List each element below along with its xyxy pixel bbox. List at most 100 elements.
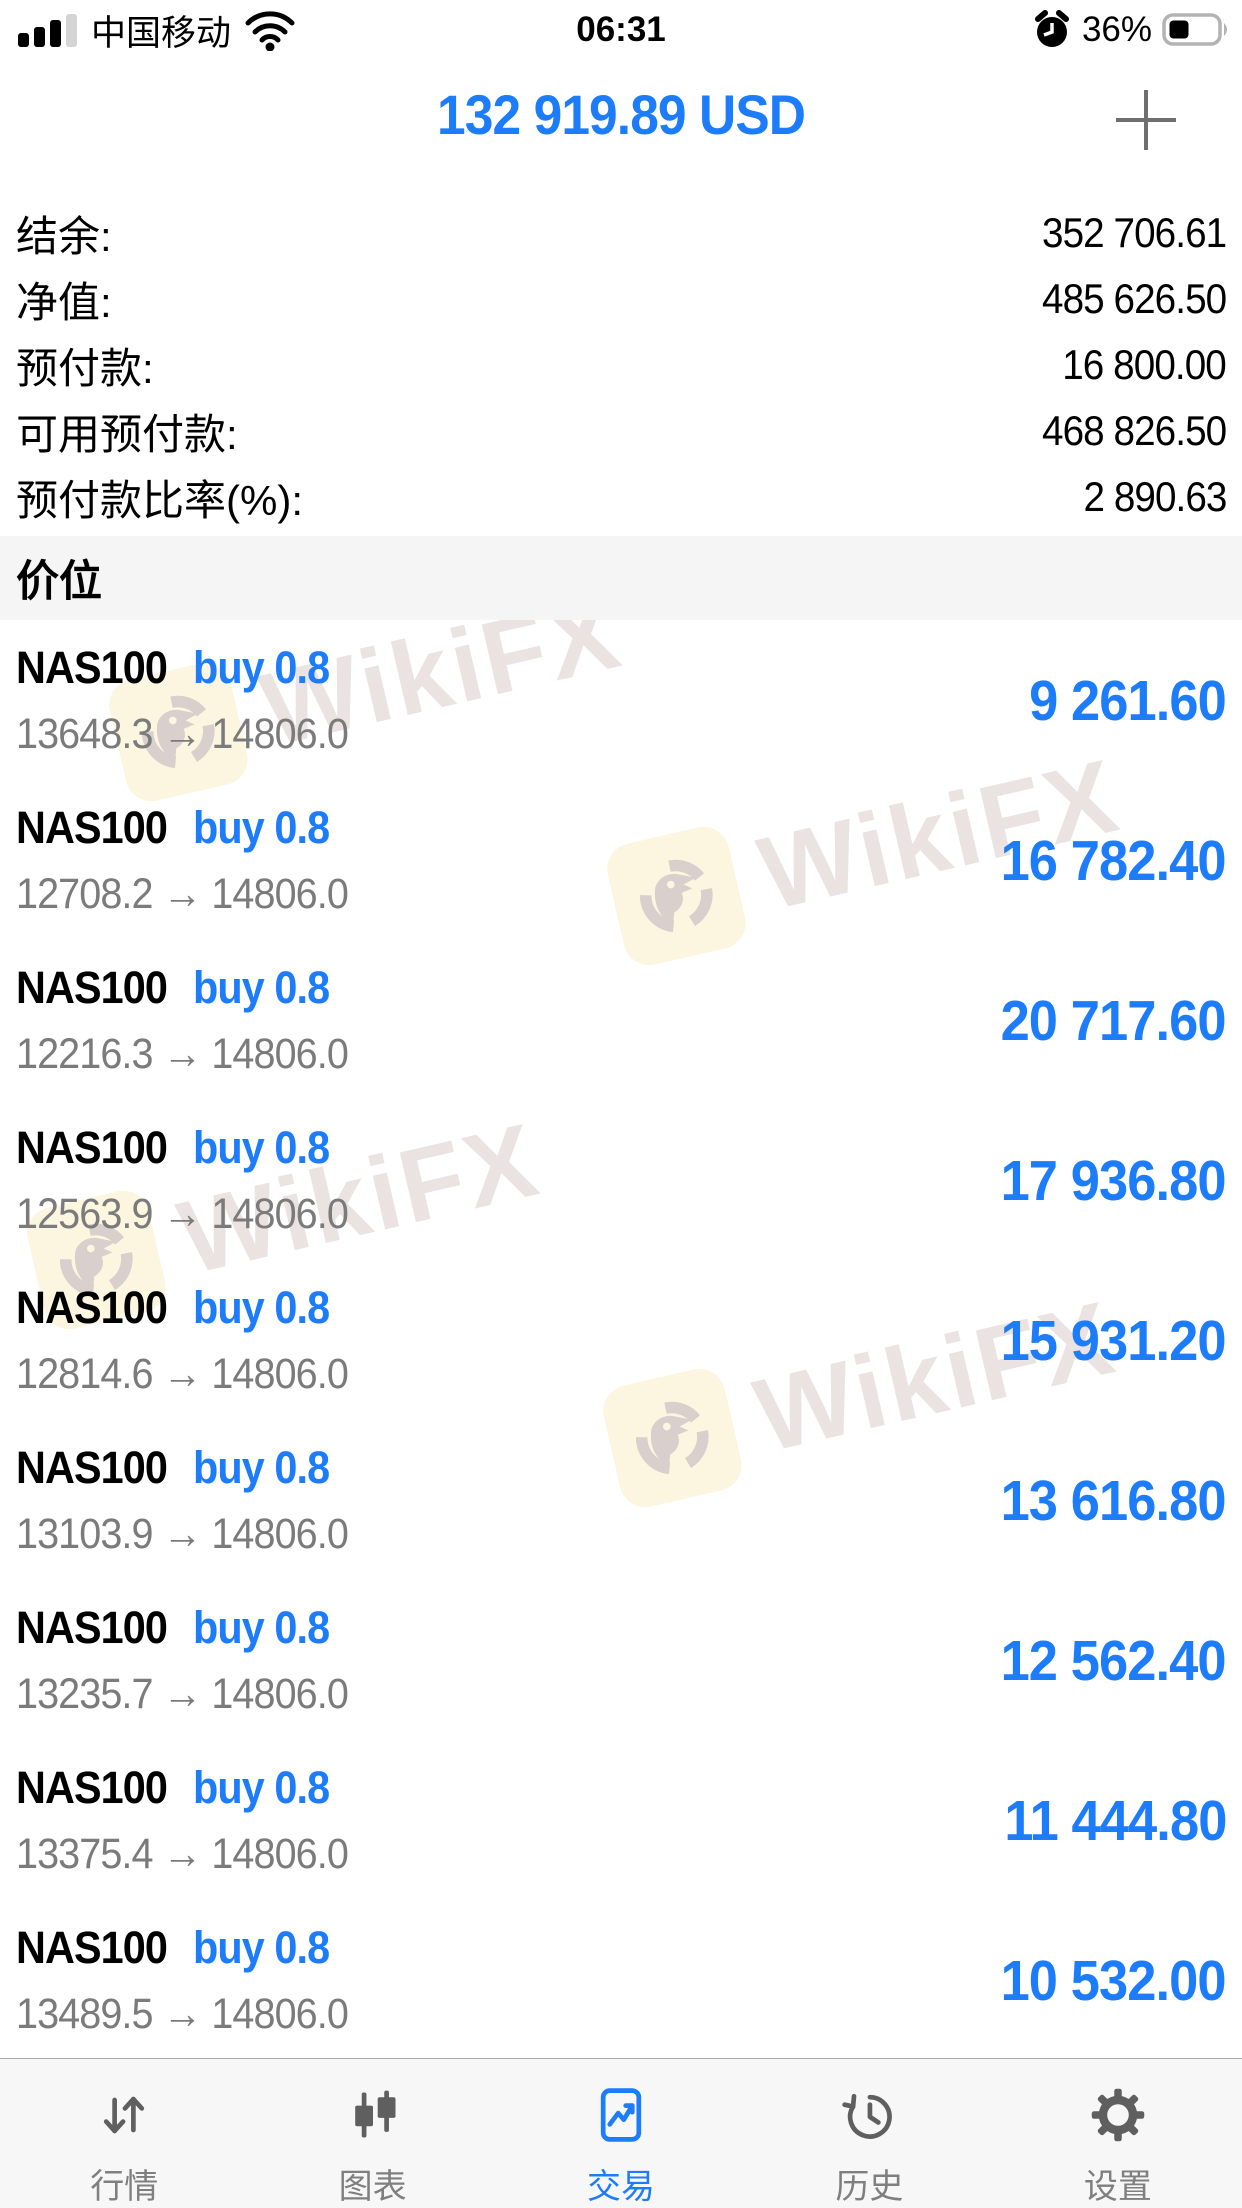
summary-value: 352 706.61 <box>1041 209 1227 256</box>
signal-icon <box>18 13 77 47</box>
table-row[interactable]: NAS100 buy 0.8 13489.5 → 14806.0 10 532.… <box>0 1900 1242 2060</box>
symbol-label: NAS100 <box>16 1922 168 1973</box>
table-row[interactable]: NAS100 buy 0.8 13235.7 → 14806.0 12 562.… <box>0 1580 1242 1740</box>
trade-profit: 20 717.60 <box>1000 989 1227 1053</box>
trade-profit: 12 562.40 <box>1000 1629 1227 1693</box>
summary-label: 结余: <box>16 212 112 260</box>
symbol-label: NAS100 <box>16 1282 168 1333</box>
summary-value: 468 826.50 <box>1041 407 1227 454</box>
side-volume-label: buy 0.8 <box>192 1922 330 1973</box>
summary-row-equity: 净值: 485 626.50 <box>0 266 1242 332</box>
summary-label: 预付款: <box>16 344 154 392</box>
trade-symbol-line: NAS100 buy 0.8 <box>16 962 341 1014</box>
trade-symbol-line: NAS100 buy 0.8 <box>16 1442 341 1494</box>
trade-symbol-line: NAS100 buy 0.8 <box>16 642 341 694</box>
trade-prices: 12216.3 → 14806.0 <box>16 1030 349 1078</box>
candlestick-chart-icon <box>341 2085 405 2145</box>
wikifx-watermark: WikiFX <box>104 570 633 807</box>
side-volume-label: buy 0.8 <box>192 802 330 853</box>
trade-profit: 16 782.40 <box>1000 829 1227 893</box>
tab-charts[interactable]: 图表 <box>248 2059 496 2208</box>
table-row[interactable]: NAS100 buy 0.8 12216.3 → 14806.0 20 717.… <box>0 940 1242 1100</box>
tab-settings[interactable]: 设置 <box>994 2059 1242 2208</box>
symbol-label: NAS100 <box>16 1122 168 1173</box>
trade-profit: 11 444.80 <box>1003 1789 1227 1853</box>
summary-label: 预付款比率(%): <box>16 476 303 524</box>
battery-icon <box>1162 13 1230 47</box>
tab-trade[interactable]: 交易 <box>497 2059 745 2208</box>
positions-section-header: 价位 <box>0 536 1242 620</box>
trade-symbol-line: NAS100 buy 0.8 <box>16 1122 341 1174</box>
side-volume-label: buy 0.8 <box>192 1122 330 1173</box>
trade-prices: 13235.7 → 14806.0 <box>16 1670 349 1718</box>
table-row[interactable]: NAS100 buy 0.8 12563.9 → 14806.0 17 936.… <box>0 1100 1242 1260</box>
side-volume-label: buy 0.8 <box>192 1602 330 1653</box>
wikifx-logo-icon <box>104 657 253 807</box>
trade-prices: 13103.9 → 14806.0 <box>16 1510 349 1558</box>
summary-row-balance: 结余: 352 706.61 <box>0 200 1242 266</box>
trade-prices: 12563.9 → 14806.0 <box>16 1190 349 1238</box>
trade-profit: 15 931.20 <box>1000 1309 1227 1373</box>
trade-symbol-line: NAS100 buy 0.8 <box>16 1602 341 1654</box>
carrier-label: 中国移动 <box>91 13 232 53</box>
symbol-label: NAS100 <box>16 802 168 853</box>
wikifx-watermark: WikiFX <box>22 1098 551 1335</box>
trade-profit: 13 616.80 <box>1000 1469 1227 1533</box>
wikifx-logo-icon <box>22 1185 171 1335</box>
tab-label: 图表 <box>338 2168 407 2206</box>
trade-profit: 10 532.00 <box>1000 1949 1227 2013</box>
symbol-label: NAS100 <box>16 1762 168 1813</box>
table-row[interactable]: NAS100 buy 0.8 13103.9 → 14806.0 13 616.… <box>0 1420 1242 1580</box>
symbol-label: NAS100 <box>16 1602 168 1653</box>
trade-symbol-line: NAS100 buy 0.8 <box>16 802 341 854</box>
positions-list: NAS100 buy 0.8 13648.3 → 14806.0 9 261.6… <box>0 620 1242 2058</box>
account-balance-title: 132 919.89 USD <box>436 83 806 146</box>
summary-row-free-margin: 可用预付款: 468 826.50 <box>0 398 1242 464</box>
trade-symbol-line: NAS100 buy 0.8 <box>16 1922 341 1974</box>
summary-label: 可用预付款: <box>16 410 238 458</box>
side-volume-label: buy 0.8 <box>192 1442 330 1493</box>
tab-quotes[interactable]: 行情 <box>0 2059 248 2208</box>
table-row[interactable]: NAS100 buy 0.8 13648.3 → 14806.0 9 261.6… <box>0 620 1242 780</box>
summary-value: 485 626.50 <box>1041 275 1227 322</box>
side-volume-label: buy 0.8 <box>192 1282 330 1333</box>
tab-label: 行情 <box>90 2168 159 2206</box>
trade-prices: 12708.2 → 14806.0 <box>16 870 349 918</box>
symbol-label: NAS100 <box>16 962 168 1013</box>
section-title: 价位 <box>16 558 102 606</box>
wikifx-logo-icon <box>602 821 751 971</box>
tab-label: 历史 <box>835 2168 904 2206</box>
table-row[interactable]: NAS100 buy 0.8 12708.2 → 14806.0 16 782.… <box>0 780 1242 940</box>
table-row[interactable]: NAS100 buy 0.8 13375.4 → 14806.0 11 444.… <box>0 1740 1242 1900</box>
battery-percent-label: 36% <box>1081 10 1152 49</box>
alarm-icon <box>1032 9 1072 51</box>
symbol-label: NAS100 <box>16 1442 168 1493</box>
summary-row-margin-level: 预付款比率(%): 2 890.63 <box>0 464 1242 530</box>
summary-value: 2 890.63 <box>1082 473 1227 520</box>
quotes-arrows-icon <box>92 2085 156 2145</box>
trade-profit: 9 261.60 <box>1029 669 1227 733</box>
gear-icon <box>1086 2085 1150 2145</box>
trade-prices: 13489.5 → 14806.0 <box>16 1990 349 2038</box>
trade-symbol-line: NAS100 buy 0.8 <box>16 1282 341 1334</box>
wikifx-watermark: WikiFX <box>602 734 1131 971</box>
status-bar: 中国移动 06:31 <box>0 0 1242 56</box>
trade-prices: 13648.3 → 14806.0 <box>16 710 349 758</box>
wikifx-logo-icon <box>598 1363 747 1513</box>
trade-prices: 13375.4 → 14806.0 <box>16 1830 349 1878</box>
summary-label: 净值: <box>16 278 112 326</box>
side-volume-label: buy 0.8 <box>192 1762 330 1813</box>
tab-history[interactable]: 历史 <box>745 2059 993 2208</box>
bottom-tab-bar: 行情 图表 <box>0 2058 1242 2208</box>
side-volume-label: buy 0.8 <box>192 642 330 693</box>
table-row[interactable]: NAS100 buy 0.8 12814.6 → 14806.0 15 931.… <box>0 1260 1242 1420</box>
tab-label: 交易 <box>587 2168 656 2206</box>
summary-value: 16 800.00 <box>1062 341 1227 388</box>
trade-prices: 12814.6 → 14806.0 <box>16 1350 349 1398</box>
history-clock-icon <box>837 2085 901 2145</box>
tab-label: 设置 <box>1083 2168 1152 2206</box>
symbol-label: NAS100 <box>16 642 168 693</box>
side-volume-label: buy 0.8 <box>192 962 330 1013</box>
add-order-button[interactable] <box>1112 86 1180 154</box>
wifi-icon <box>245 9 295 51</box>
